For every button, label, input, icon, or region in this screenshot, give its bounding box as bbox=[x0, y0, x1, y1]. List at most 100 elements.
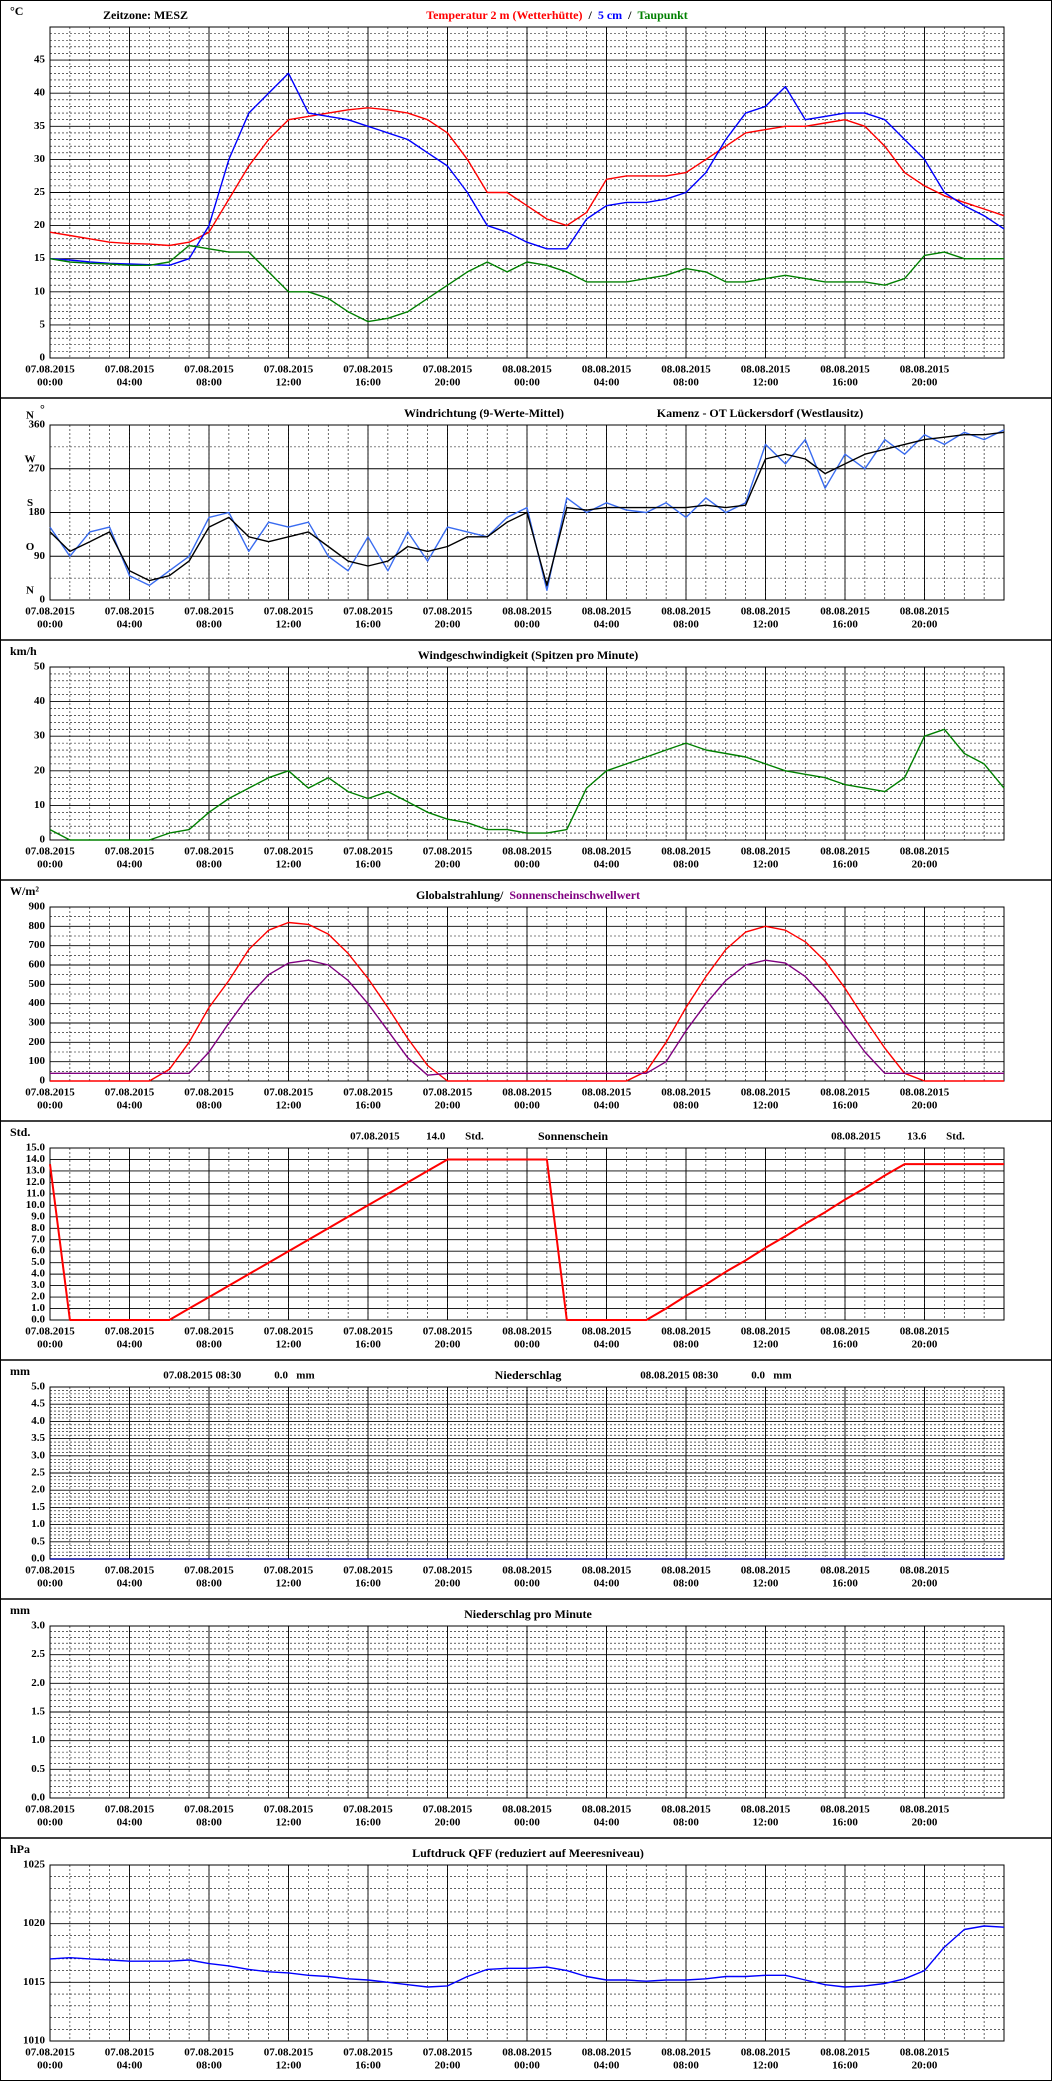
x-tick-time: 20:00 bbox=[435, 1100, 461, 1112]
x-tick-time: 08:00 bbox=[673, 1339, 699, 1351]
x-tick-date: 07.08.2015 bbox=[343, 2047, 393, 2059]
y-tick-label: 5.0 bbox=[31, 1381, 45, 1393]
x-tick-time: 08:00 bbox=[196, 1578, 222, 1590]
x-tick-time: 08:00 bbox=[673, 619, 699, 631]
x-tick-date: 07.08.2015 bbox=[184, 1087, 234, 1099]
y-tick-label: 9.0 bbox=[31, 1210, 45, 1222]
chart-header: Luftdruck QFF (reduziert auf Meeresnivea… bbox=[412, 1846, 644, 1860]
y-tick-label: 50 bbox=[34, 661, 46, 673]
x-tick-time: 08:00 bbox=[673, 859, 699, 871]
y-tick-label: 180 bbox=[29, 506, 46, 518]
x-tick-time: 20:00 bbox=[435, 1339, 461, 1351]
x-tick-date: 08.08.2015 bbox=[900, 1565, 950, 1577]
x-tick-date: 07.08.2015 bbox=[343, 1326, 393, 1338]
x-tick-time: 20:00 bbox=[435, 377, 461, 389]
x-tick-date: 08.08.2015 bbox=[900, 846, 950, 858]
y-tick-label: 0 bbox=[40, 1075, 46, 1087]
data-line bbox=[49, 1925, 1005, 1988]
x-tick-date: 07.08.2015 bbox=[25, 606, 75, 618]
annotation-total: 14.0 bbox=[426, 1131, 446, 1143]
y-tick-label: 10 bbox=[34, 285, 46, 297]
x-tick-date: 08.08.2015 bbox=[661, 364, 711, 376]
x-tick-time: 16:00 bbox=[355, 1339, 381, 1351]
x-tick-date: 07.08.2015 bbox=[264, 364, 314, 376]
x-tick-time: 04:00 bbox=[594, 1578, 620, 1590]
y-tick-label: 90 bbox=[34, 550, 46, 562]
x-tick-time: 16:00 bbox=[355, 619, 381, 631]
x-tick-date: 07.08.2015 bbox=[264, 2047, 314, 2059]
x-tick-date: 07.08.2015 bbox=[423, 1804, 473, 1816]
x-tick-date: 07.08.2015 bbox=[264, 1087, 314, 1099]
y-tick-label: 11.0 bbox=[26, 1187, 45, 1199]
x-tick-date: 08.08.2015 bbox=[741, 2047, 791, 2059]
y-tick-label: 10 bbox=[34, 799, 46, 811]
annotation-total: 0.0 bbox=[751, 1370, 765, 1382]
x-tick-date: 07.08.2015 bbox=[25, 1326, 75, 1338]
x-tick-time: 20:00 bbox=[912, 2060, 938, 2072]
x-tick-date: 08.08.2015 bbox=[900, 2047, 950, 2059]
x-tick-date: 07.08.2015 bbox=[423, 1565, 473, 1577]
y-tick-label: 0.0 bbox=[31, 1792, 45, 1804]
y-unit: km/h bbox=[10, 644, 37, 658]
x-tick-time: 20:00 bbox=[912, 1817, 938, 1829]
x-tick-date: 07.08.2015 bbox=[105, 364, 155, 376]
data-line bbox=[49, 107, 1005, 247]
x-tick-date: 07.08.2015 bbox=[184, 606, 234, 618]
x-tick-time: 20:00 bbox=[912, 1578, 938, 1590]
x-tick-date: 08.08.2015 bbox=[661, 1326, 711, 1338]
x-tick-time: 16:00 bbox=[832, 1817, 858, 1829]
x-tick-time: 08:00 bbox=[673, 1578, 699, 1590]
y-tick-label: 600 bbox=[29, 959, 46, 971]
x-tick-time: 20:00 bbox=[912, 1339, 938, 1351]
chart-header: Windgeschwindigkeit (Spitzen pro Minute) bbox=[418, 648, 639, 662]
x-tick-date: 07.08.2015 bbox=[25, 1087, 75, 1099]
x-tick-time: 04:00 bbox=[594, 619, 620, 631]
y-tick-label: 360 bbox=[29, 419, 46, 431]
x-tick-date: 07.08.2015 bbox=[423, 846, 473, 858]
x-tick-time: 16:00 bbox=[355, 1578, 381, 1590]
y-tick-label: 5.0 bbox=[31, 1256, 45, 1268]
y-tick-label: 7.0 bbox=[31, 1233, 45, 1245]
y-tick-label: 4.0 bbox=[31, 1268, 45, 1280]
y-tick-label: 1.0 bbox=[31, 1734, 45, 1746]
x-tick-time: 16:00 bbox=[355, 1100, 381, 1112]
x-tick-date: 07.08.2015 bbox=[105, 606, 155, 618]
x-tick-date: 07.08.2015 bbox=[184, 846, 234, 858]
x-tick-date: 08.08.2015 bbox=[582, 364, 632, 376]
x-tick-time: 00:00 bbox=[37, 1578, 63, 1590]
y-tick-label: 8.0 bbox=[31, 1222, 45, 1234]
x-tick-date: 07.08.2015 bbox=[343, 1087, 393, 1099]
x-tick-date: 08.08.2015 bbox=[502, 1326, 552, 1338]
y-tick-label: 15.0 bbox=[26, 1142, 46, 1154]
annotation-unit: Std. bbox=[465, 1131, 484, 1143]
x-tick-date: 08.08.2015 bbox=[661, 606, 711, 618]
x-tick-date: 08.08.2015 bbox=[741, 364, 791, 376]
x-tick-date: 07.08.2015 bbox=[423, 606, 473, 618]
x-tick-date: 08.08.2015 bbox=[502, 1087, 552, 1099]
annotation-date: 08.08.2015 bbox=[831, 1131, 881, 1143]
y-unit: hPa bbox=[10, 1842, 30, 1856]
x-tick-date: 07.08.2015 bbox=[25, 364, 75, 376]
legend-separator: / bbox=[588, 8, 593, 22]
x-tick-date: 07.08.2015 bbox=[264, 606, 314, 618]
legend-separator: / bbox=[627, 8, 632, 22]
chart-title: Niederschlag pro Minute bbox=[464, 1607, 592, 1621]
x-tick-date: 08.08.2015 bbox=[900, 1087, 950, 1099]
x-tick-time: 04:00 bbox=[117, 859, 143, 871]
x-tick-time: 16:00 bbox=[832, 2060, 858, 2072]
y-tick-label: 2.0 bbox=[31, 1677, 45, 1689]
x-tick-date: 07.08.2015 bbox=[343, 846, 393, 858]
x-tick-time: 04:00 bbox=[117, 619, 143, 631]
y-tick-label: 2.5 bbox=[31, 1648, 45, 1660]
x-tick-time: 12:00 bbox=[753, 1578, 779, 1590]
chart-header: Sonnenschein bbox=[538, 1129, 608, 1143]
x-tick-date: 08.08.2015 bbox=[900, 1326, 950, 1338]
y-tick-label: 40 bbox=[34, 87, 46, 99]
y-unit: mm bbox=[10, 1603, 30, 1617]
x-tick-time: 00:00 bbox=[514, 1100, 540, 1112]
y-tick-label: 100 bbox=[29, 1055, 46, 1067]
y-tick-label: 0 bbox=[40, 594, 46, 606]
x-tick-time: 08:00 bbox=[673, 2060, 699, 2072]
x-tick-date: 07.08.2015 bbox=[184, 364, 234, 376]
y-tick-label: 0 bbox=[40, 352, 46, 364]
